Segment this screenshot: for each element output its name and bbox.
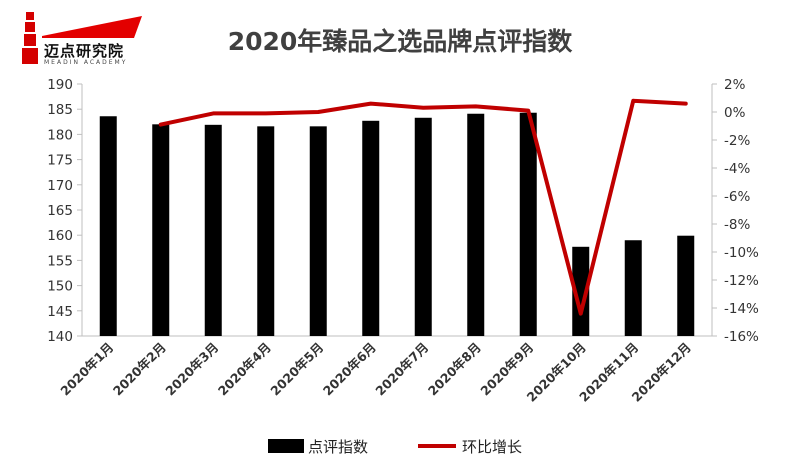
brand-logo: 迈点研究院 MEADIN ACADEMY bbox=[18, 12, 142, 68]
left-tick-label: 190 bbox=[47, 77, 73, 93]
line-point bbox=[475, 105, 477, 107]
line-point bbox=[212, 112, 214, 114]
left-tick-label: 185 bbox=[47, 102, 73, 118]
right-tick-label: -6% bbox=[724, 189, 750, 205]
bar bbox=[677, 235, 695, 336]
left-tick-label: 145 bbox=[47, 304, 73, 320]
bar bbox=[99, 116, 117, 336]
bar bbox=[309, 126, 327, 336]
brand-banner-shape bbox=[42, 16, 142, 38]
chart-title: 2020年臻品之选品牌点评指数 bbox=[227, 27, 573, 56]
bar bbox=[414, 117, 432, 336]
logo-text: 迈点研究院 bbox=[44, 42, 125, 60]
bar bbox=[152, 124, 170, 336]
x-tick-label: 2020年2月 bbox=[110, 340, 169, 399]
left-tick-label: 180 bbox=[47, 127, 73, 143]
bar bbox=[362, 120, 380, 337]
left-tick-label: 140 bbox=[47, 329, 73, 345]
bar bbox=[467, 113, 485, 337]
x-tick-label: 2020年8月 bbox=[425, 340, 484, 399]
right-tick-label: 0% bbox=[724, 105, 746, 121]
x-tick-label: 2020年5月 bbox=[267, 340, 326, 399]
right-tick-label: -14% bbox=[724, 301, 759, 317]
left-tick-label: 155 bbox=[47, 253, 73, 269]
line-point bbox=[317, 111, 319, 113]
x-tick-label: 2020年1月 bbox=[57, 340, 116, 399]
left-tick-label: 165 bbox=[47, 203, 73, 219]
right-tick-label: -8% bbox=[724, 217, 750, 233]
line-point bbox=[370, 103, 372, 105]
line-point bbox=[580, 313, 582, 315]
legend-label-line: 环比增长 bbox=[462, 438, 522, 456]
line-point bbox=[632, 100, 634, 102]
right-tick-label: -10% bbox=[724, 245, 759, 261]
bar bbox=[624, 240, 642, 336]
left-tick-label: 160 bbox=[47, 228, 73, 244]
right-tick-label: -2% bbox=[724, 133, 750, 149]
x-tick-label: 2020年6月 bbox=[320, 340, 379, 399]
x-tick-label: 2020年7月 bbox=[372, 340, 431, 399]
right-tick-label: -16% bbox=[724, 329, 759, 345]
left-tick-label: 170 bbox=[47, 178, 73, 194]
bar bbox=[519, 112, 537, 336]
bar bbox=[257, 126, 275, 336]
legend-swatch-bar bbox=[268, 439, 304, 453]
legend-label-bar: 点评指数 bbox=[308, 438, 368, 456]
line-point bbox=[265, 112, 267, 114]
right-tick-label: -12% bbox=[724, 273, 759, 289]
line-point bbox=[422, 107, 424, 109]
bar bbox=[204, 124, 222, 336]
logo-subtext: MEADIN ACADEMY bbox=[44, 59, 128, 66]
x-tick-label: 2020年3月 bbox=[162, 340, 221, 399]
left-tick-label: 150 bbox=[47, 279, 73, 295]
line-point bbox=[527, 110, 529, 112]
bar bbox=[572, 246, 590, 336]
line-point bbox=[685, 103, 687, 105]
right-tick-label: 2% bbox=[724, 77, 746, 93]
left-tick-label: 175 bbox=[47, 153, 73, 169]
line-point bbox=[160, 124, 162, 126]
lighthouse-icon bbox=[22, 12, 38, 64]
right-tick-label: -4% bbox=[724, 161, 750, 177]
x-tick-label: 2020年4月 bbox=[215, 340, 274, 399]
